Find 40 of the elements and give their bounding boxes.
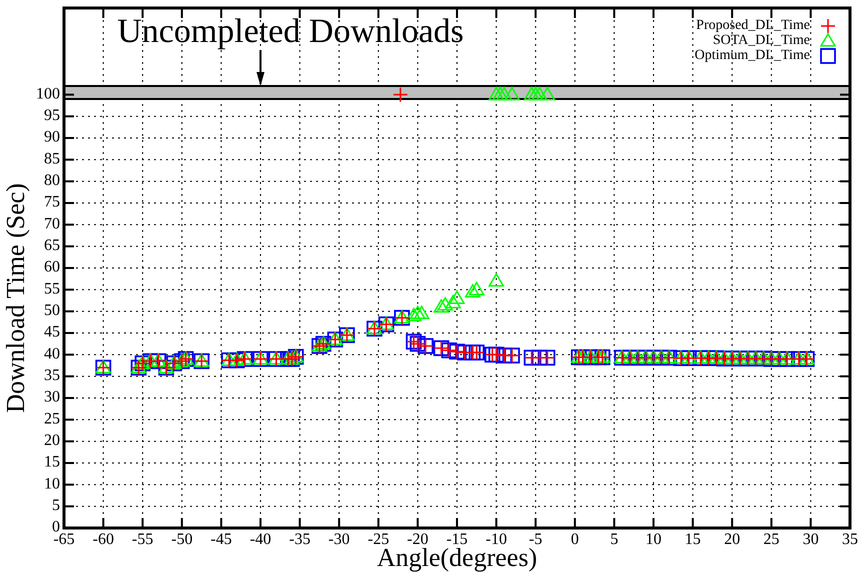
- y-tick-label: 80: [44, 172, 60, 190]
- x-tick-label: 20: [724, 531, 740, 548]
- x-tick-label: 10: [646, 531, 662, 548]
- x-tick-label: -60: [92, 531, 114, 548]
- y-tick-label: 95: [44, 107, 60, 124]
- x-tick-label: 0: [570, 531, 579, 548]
- x-tick-label: 30: [802, 531, 819, 548]
- y-tick-label: 20: [44, 432, 60, 450]
- y-tick-label: 90: [44, 128, 60, 146]
- x-tick-label: -30: [328, 531, 350, 548]
- y-tick-label: 70: [44, 215, 60, 232]
- legend-label: SOTA_DL_Time: [712, 33, 810, 48]
- x-tick-label: 25: [763, 531, 780, 548]
- x-tick-label: 5: [610, 531, 618, 548]
- y-tick-label: 100: [36, 85, 60, 102]
- legend-label: Proposed_DL_Time: [696, 18, 810, 34]
- y-tick-label: 60: [44, 258, 60, 276]
- y-tick-label: 75: [44, 194, 60, 211]
- y-tick-label: 85: [44, 150, 60, 168]
- y-tick-label: 50: [44, 302, 60, 320]
- x-tick-label: -40: [250, 531, 272, 548]
- y-tick-label: 40: [44, 345, 60, 362]
- y-tick-label: 25: [44, 410, 60, 428]
- x-tick-label: -45: [210, 531, 232, 548]
- y-tick-label: 15: [44, 454, 60, 471]
- y-tick-label: 5: [52, 497, 60, 514]
- y-axis-title: Download Time (Sec): [1, 183, 30, 413]
- y-tick-label: 55: [44, 280, 60, 298]
- y-tick-label: 30: [44, 388, 60, 406]
- y-tick-label: 65: [44, 237, 60, 254]
- x-tick-label: -35: [289, 531, 310, 548]
- y-tick-label: 35: [44, 367, 60, 384]
- y-tick-label: 45: [44, 324, 60, 341]
- annotation: Uncompleted Downloads: [117, 13, 464, 50]
- x-tick-label: 35: [842, 531, 858, 548]
- legend-label: Optimum_DL_Time: [694, 48, 810, 64]
- x-tick-label: 15: [684, 531, 701, 548]
- x-tick-label: -50: [171, 531, 193, 548]
- y-tick-label: 10: [44, 475, 60, 492]
- x-tick-label: -55: [132, 531, 154, 548]
